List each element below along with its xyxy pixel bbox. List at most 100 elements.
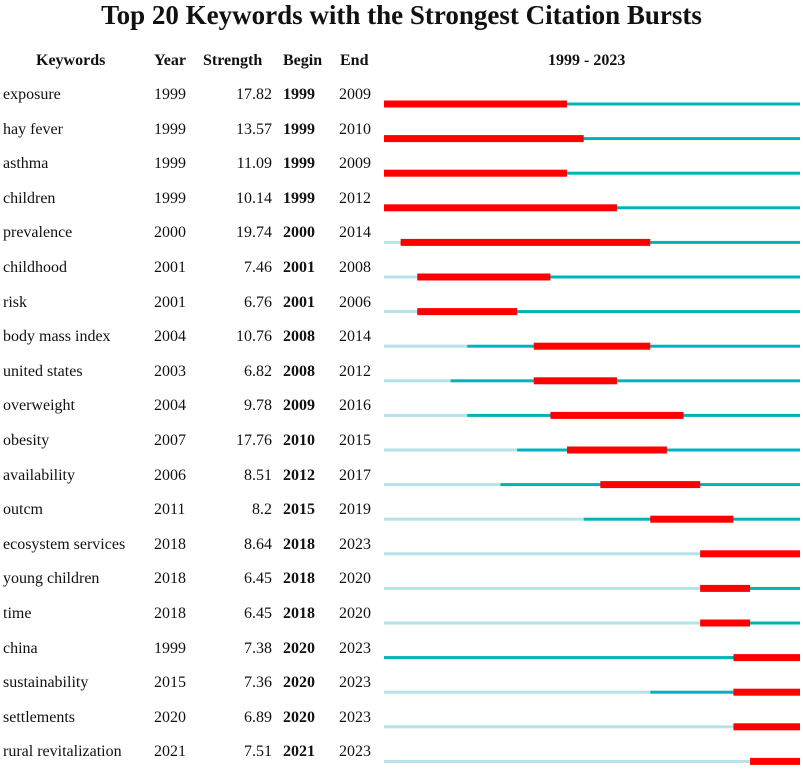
year-value: 2001 xyxy=(154,259,186,276)
begin-value: 2018 xyxy=(283,535,315,553)
keyword-label: prevalence xyxy=(3,224,73,242)
table-row: united states 2003 6.82 2008 2012 xyxy=(0,357,803,392)
end-value: 2019 xyxy=(339,501,371,519)
keyword-label: hay fever xyxy=(3,120,63,138)
table-row: outcm 2011 8.2 2015 2019 xyxy=(0,495,803,530)
burst-bar xyxy=(384,135,584,143)
year-value: 1999 xyxy=(154,155,186,173)
begin-value: 1999 xyxy=(283,86,315,103)
inactive-period-line xyxy=(384,379,451,383)
keyword-label: rural revitalization xyxy=(3,743,122,761)
table-row: hay fever 1999 13.57 1999 2010 xyxy=(0,115,803,150)
end-value: 2009 xyxy=(339,155,371,173)
year-value: 2011 xyxy=(154,501,186,519)
burst-bar xyxy=(384,204,617,212)
inactive-period-line xyxy=(384,552,701,556)
burst-bar xyxy=(700,619,751,627)
begin-value: 2021 xyxy=(283,743,315,761)
inactive-period-line xyxy=(384,690,651,694)
table-row: children 1999 10.14 1999 2012 xyxy=(0,184,803,219)
inactive-period-line xyxy=(384,448,518,452)
keyword-label: overweight xyxy=(3,397,75,415)
end-value: 2023 xyxy=(339,743,371,761)
end-value: 2023 xyxy=(339,639,371,657)
end-value: 2020 xyxy=(339,605,371,622)
table-row: prevalence 2000 19.74 2000 2014 xyxy=(0,218,803,253)
burst-bar xyxy=(384,169,568,177)
active-period-line xyxy=(384,656,800,660)
keyword-label: ecosystem services xyxy=(3,535,126,553)
strength-value: 7.36 xyxy=(244,674,272,692)
keyword-label: settlements xyxy=(3,708,75,726)
begin-value: 2008 xyxy=(283,362,315,380)
chart-title: Top 20 Keywords with the Strongest Citat… xyxy=(101,0,702,30)
header-strength: Strength xyxy=(203,52,263,69)
end-value: 2014 xyxy=(339,224,371,242)
year-value: 2021 xyxy=(154,743,186,761)
end-value: 2006 xyxy=(339,293,371,311)
strength-value: 8.2 xyxy=(252,501,272,519)
begin-value: 2012 xyxy=(283,466,315,484)
keyword-label: asthma xyxy=(3,155,49,173)
year-value: 1999 xyxy=(154,639,186,657)
end-value: 2023 xyxy=(339,674,371,692)
keyword-label: risk xyxy=(3,293,27,311)
strength-value: 6.45 xyxy=(244,605,272,622)
strength-value: 9.78 xyxy=(244,397,272,415)
begin-value: 2001 xyxy=(283,259,315,276)
strength-value: 7.51 xyxy=(244,743,272,761)
strength-value: 19.74 xyxy=(236,224,272,242)
burst-bar xyxy=(750,757,800,765)
strength-value: 17.76 xyxy=(236,432,272,449)
active-period-line xyxy=(384,102,800,106)
end-value: 2020 xyxy=(339,570,371,588)
inactive-period-line xyxy=(384,621,701,625)
end-value: 2008 xyxy=(339,259,371,276)
active-period-line xyxy=(384,171,800,175)
begin-value: 2018 xyxy=(283,605,315,622)
header-range: 1999 - 2023 xyxy=(548,52,626,69)
begin-value: 2008 xyxy=(283,328,315,346)
inactive-period-line xyxy=(384,483,501,487)
end-value: 2010 xyxy=(339,120,371,138)
burst-bar xyxy=(600,481,701,489)
burst-bar xyxy=(733,654,800,662)
end-value: 2014 xyxy=(339,328,371,346)
inactive-period-line xyxy=(384,586,701,590)
end-value: 2016 xyxy=(339,397,371,415)
burst-bar xyxy=(733,723,800,731)
inactive-period-line xyxy=(384,310,418,314)
strength-value: 8.51 xyxy=(244,466,272,484)
table-row: obesity 2007 17.76 2010 2015 xyxy=(0,426,803,461)
begin-value: 2020 xyxy=(283,708,315,726)
keyword-label: china xyxy=(3,639,38,657)
keyword-label: outcm xyxy=(3,501,43,519)
year-value: 1999 xyxy=(154,86,186,103)
active-period-line xyxy=(417,310,800,314)
inactive-period-line xyxy=(384,413,468,417)
active-period-line xyxy=(450,379,800,383)
header-year: Year xyxy=(154,52,186,69)
year-value: 2004 xyxy=(154,397,186,415)
year-value: 2003 xyxy=(154,362,186,380)
strength-value: 8.64 xyxy=(244,535,272,553)
year-value: 2007 xyxy=(154,432,186,449)
begin-value: 2010 xyxy=(283,432,315,449)
table-row: rural revitalization 2021 7.51 2021 2023 xyxy=(0,737,803,772)
strength-value: 6.82 xyxy=(244,362,272,380)
begin-value: 2001 xyxy=(283,293,315,311)
header-end: End xyxy=(340,52,369,69)
keyword-label: body mass index xyxy=(3,328,111,346)
inactive-period-line xyxy=(384,517,584,521)
strength-value: 11.09 xyxy=(236,155,272,173)
year-value: 1999 xyxy=(154,120,186,138)
strength-value: 6.89 xyxy=(244,708,272,726)
year-value: 2001 xyxy=(154,293,186,311)
strength-value: 10.14 xyxy=(236,189,272,207)
burst-bar xyxy=(550,411,684,419)
inactive-period-line xyxy=(384,344,468,348)
year-value: 2018 xyxy=(154,570,186,588)
end-value: 2012 xyxy=(339,189,371,207)
begin-value: 1999 xyxy=(283,120,315,138)
